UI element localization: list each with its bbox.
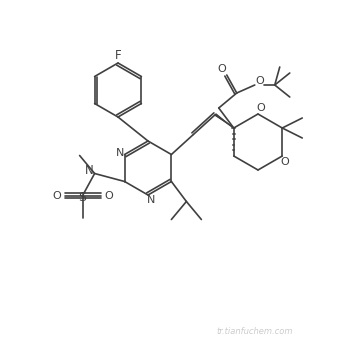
Text: F: F [115, 49, 121, 62]
Text: N: N [85, 164, 94, 177]
Text: O: O [104, 190, 113, 201]
Text: N: N [147, 195, 155, 205]
Text: O: O [217, 64, 226, 74]
Text: O: O [52, 190, 61, 201]
Text: O: O [255, 76, 264, 86]
Text: tr.tianfuchem.com: tr.tianfuchem.com [217, 328, 293, 337]
Polygon shape [215, 113, 234, 128]
Text: O: O [281, 157, 290, 167]
Text: S: S [78, 191, 87, 204]
Text: N: N [116, 148, 124, 158]
Text: O: O [257, 103, 265, 113]
